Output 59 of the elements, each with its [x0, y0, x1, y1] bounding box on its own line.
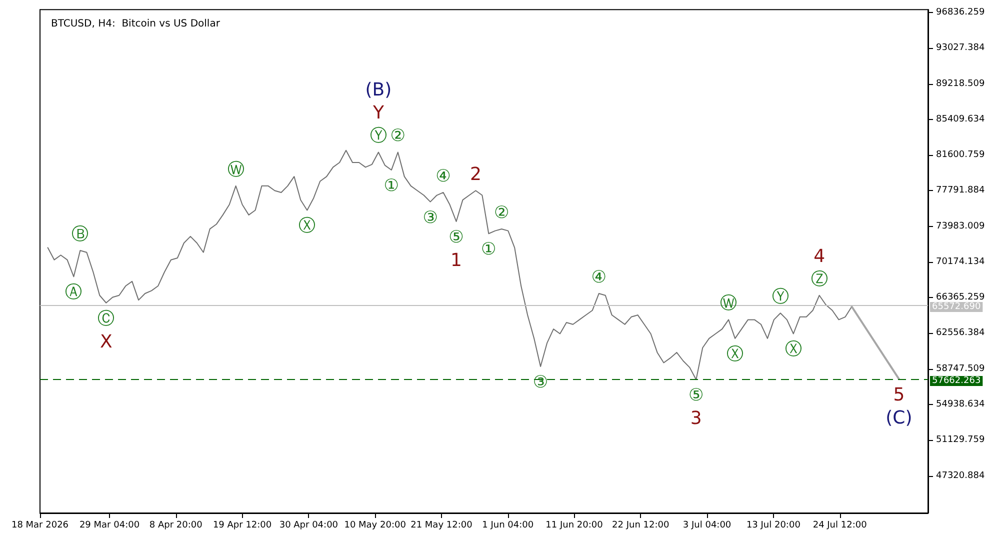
- x-tick-label: 10 May 20:00: [344, 520, 406, 530]
- y-tick-label: 51129.759: [936, 435, 985, 446]
- y-tick-label: 77791.884: [936, 186, 985, 196]
- y-tick-label: 96836.259: [936, 8, 985, 18]
- x-tick-label: 21 May 12:00: [410, 520, 473, 530]
- annotation: ①: [481, 240, 496, 260]
- annotation: 3: [690, 408, 702, 430]
- annotation: 4: [814, 246, 826, 267]
- y-tick-label: 89218.509: [936, 78, 985, 89]
- x-tick-label: 3 Jul 04:00: [682, 520, 732, 530]
- x-tick-label: 1 Jun 04:00: [482, 520, 534, 530]
- y-tick-label: 93027.384: [936, 43, 985, 54]
- annotation: ③: [422, 208, 438, 228]
- x-tick-label: 13 Jul 20:00: [746, 520, 801, 530]
- annotation: ⑤: [688, 386, 704, 406]
- annotation: 1: [450, 250, 462, 271]
- annotation: ④: [436, 166, 451, 186]
- y-tick-label: 47320.884: [936, 470, 985, 481]
- annotation: 2: [470, 164, 482, 186]
- y-tick-label: 81600.759: [936, 150, 985, 160]
- x-tick-label: 11 Jun 20:00: [546, 520, 604, 530]
- annotation: Ⓒ: [98, 308, 115, 329]
- annotation: ②: [390, 126, 406, 146]
- x-tick-label: 19 Apr 12:00: [212, 520, 272, 530]
- annotation: Ⓩ: [810, 269, 828, 290]
- annotation: Ⓧ: [298, 216, 316, 236]
- annotation: ②: [494, 202, 510, 223]
- ref-line-label: 57662.263: [932, 376, 981, 386]
- y-tick-label: 54938.634: [936, 399, 985, 410]
- x-tick-label: 30 Apr 04:00: [279, 520, 338, 530]
- annotation: Y: [372, 102, 385, 124]
- annotation: Ⓧ: [784, 340, 802, 360]
- y-tick-label: 70174.134: [936, 256, 985, 267]
- y-tick-label: 73983.009: [936, 221, 985, 232]
- annotation: ⑤: [448, 227, 464, 248]
- y-tick-label: 85409.634: [936, 114, 985, 124]
- annotation: 5: [893, 384, 905, 406]
- annotation: X: [100, 331, 112, 352]
- annotation: Ⓦ: [227, 160, 244, 180]
- x-tick-label: 29 Mar 04:00: [79, 520, 140, 530]
- annotation: Ⓨ: [370, 126, 387, 146]
- y-tick-label: 58747.509: [936, 364, 985, 374]
- x-tick-label: 22 Jun 12:00: [612, 520, 670, 530]
- annotation: Ⓧ: [726, 344, 744, 364]
- y-tick-label: 62556.384: [936, 328, 985, 338]
- x-tick-label: 18 Mar 2026: [11, 520, 69, 530]
- x-tick-label: 8 Apr 20:00: [149, 520, 203, 530]
- text: BTCUSD, H4: Bitcoin vs US Dollar: [51, 18, 221, 30]
- x-tick-label: 24 Jul 12:00: [812, 520, 868, 530]
- annotation: ④: [591, 268, 607, 288]
- annotation: (C): [886, 408, 912, 429]
- y-tick-label: 66365.259: [936, 292, 985, 303]
- annotation: ①: [384, 176, 400, 196]
- annotation: Ⓦ: [720, 294, 738, 314]
- annotation: Ⓐ: [65, 282, 82, 303]
- annotation: Ⓑ: [72, 224, 89, 244]
- ref-line-label: 65572.690: [932, 302, 981, 312]
- annotation: Ⓨ: [772, 287, 789, 308]
- annotation: (B): [365, 80, 392, 101]
